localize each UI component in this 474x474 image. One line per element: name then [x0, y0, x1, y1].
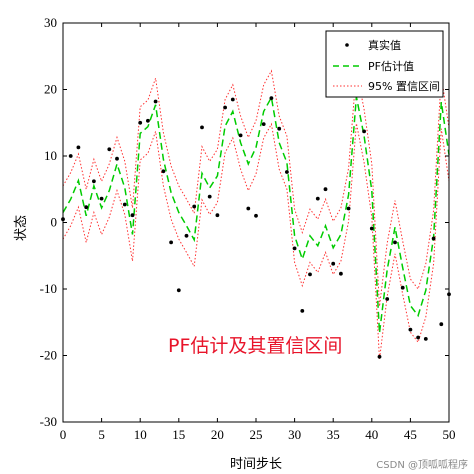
y-axis-title: 状态 — [14, 215, 29, 241]
true-value-point — [416, 335, 420, 340]
true-value-point — [153, 99, 158, 104]
true-value-point — [423, 337, 428, 341]
true-value-point — [254, 213, 258, 218]
legend: 真实值 PF估计值 95% 置信区间 — [325, 30, 444, 98]
true-value-point — [323, 187, 328, 192]
y-tick-label: 10 — [44, 148, 57, 163]
true-value-point — [308, 272, 312, 277]
true-value-point — [315, 196, 320, 201]
true-value-point — [339, 271, 343, 276]
true-value-point — [176, 288, 181, 293]
x-tick-label: 30 — [288, 427, 301, 442]
y-tick-label: 0 — [51, 215, 58, 230]
true-value-point — [99, 196, 104, 201]
y-tick-label: 20 — [44, 82, 57, 97]
true-value-point — [292, 246, 297, 251]
true-value-point — [84, 205, 89, 210]
true-value-point — [246, 206, 251, 211]
true-value-point — [385, 297, 390, 301]
x-tick-label: 50 — [443, 427, 456, 442]
true-value-point — [138, 120, 143, 125]
watermark: CSDN @顶呱呱程序 — [376, 458, 468, 471]
true-value-point — [331, 261, 336, 266]
true-value-point — [76, 145, 81, 150]
pf-estimate-line — [62, 95, 450, 333]
y-tick-label: -20 — [40, 348, 57, 363]
x-axis-ticks: 0 5 10 15 20 25 30 35 40 45 50 — [60, 23, 456, 442]
true-value-point — [277, 126, 282, 131]
true-value-point — [369, 226, 374, 231]
true-value-point — [393, 240, 397, 245]
y-tick-label: -30 — [40, 414, 57, 429]
x-tick-label: 20 — [211, 427, 224, 442]
true-value-point — [184, 233, 189, 238]
pf-estimate-series — [62, 95, 450, 333]
true-value-point — [115, 156, 119, 161]
true-value-series — [61, 85, 451, 359]
x-axis-title: 时间步长 — [230, 457, 282, 472]
legend-label-ci: 95% 置信区间 — [368, 80, 440, 93]
true-value-point — [200, 125, 204, 130]
legend-label-estimate: PF估计值 — [368, 60, 414, 73]
true-value-point — [362, 129, 366, 134]
true-value-point — [431, 236, 436, 241]
x-tick-label: 35 — [327, 427, 340, 442]
true-value-point — [377, 354, 382, 359]
true-value-point — [238, 133, 243, 138]
y-tick-label: 30 — [44, 15, 57, 30]
legend-box — [325, 30, 444, 98]
true-value-point — [122, 202, 127, 207]
x-tick-label: 10 — [134, 427, 147, 442]
true-value-point — [130, 213, 135, 218]
x-tick-label: 40 — [365, 427, 378, 442]
x-tick-label: 0 — [60, 427, 67, 442]
chart-annotation: PF估计及其置信区间 — [168, 335, 342, 357]
true-value-point — [92, 179, 96, 184]
true-value-point — [223, 105, 228, 110]
x-tick-label: 15 — [172, 427, 185, 442]
true-value-point — [169, 240, 174, 245]
y-tick-label: -10 — [40, 281, 57, 296]
true-value-point — [215, 213, 220, 218]
true-value-point — [146, 118, 150, 123]
x-tick-label: 5 — [98, 427, 105, 442]
true-value-point — [192, 204, 197, 209]
true-value-point — [207, 194, 212, 199]
x-tick-label: 45 — [404, 427, 417, 442]
true-value-point — [269, 96, 274, 100]
true-value-point — [346, 206, 351, 211]
legend-label-true: 真实值 — [368, 38, 401, 52]
true-value-point — [261, 122, 266, 126]
x-tick-label: 25 — [250, 427, 263, 442]
true-value-point — [230, 97, 235, 102]
legend-marker-true — [345, 43, 349, 47]
true-value-point — [161, 169, 166, 174]
true-value-point — [400, 285, 405, 290]
true-value-point — [107, 147, 112, 152]
true-value-point — [439, 322, 444, 327]
y-axis-ticks: -30 -20 -10 0 10 20 30 — [40, 15, 449, 429]
true-value-point — [300, 309, 305, 313]
true-value-point — [285, 170, 289, 174]
true-value-point — [68, 154, 73, 158]
true-value-point — [408, 327, 413, 332]
